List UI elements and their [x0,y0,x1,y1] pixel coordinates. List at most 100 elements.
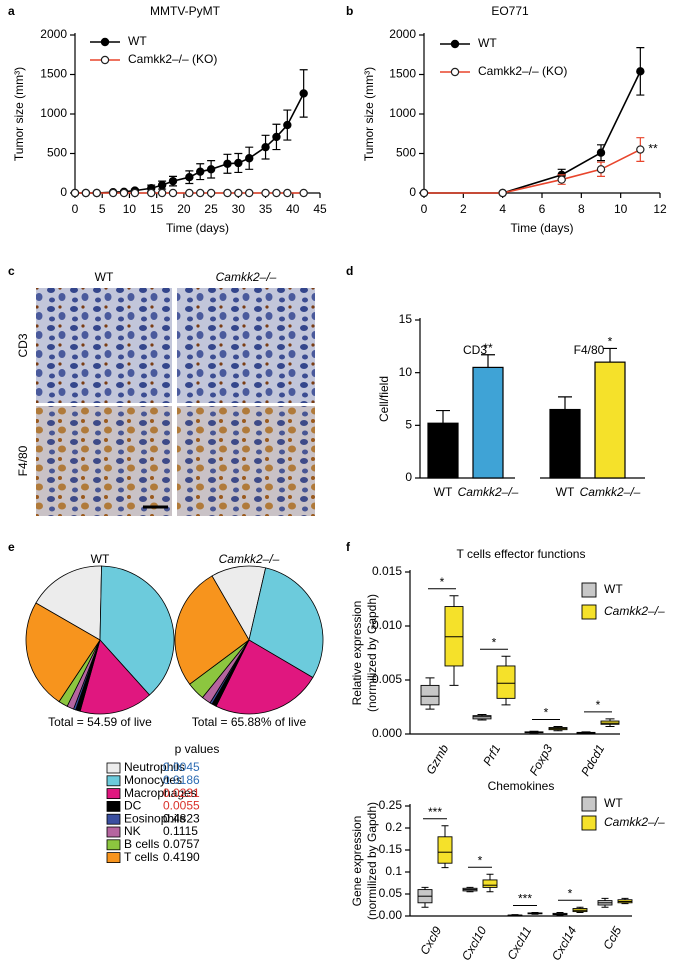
y-axis-label: (normilized by Gapdh) [365,802,379,920]
legend-swatch [581,582,597,598]
column-label: Camkk2–/– [216,270,277,284]
box [420,684,440,706]
panel-label: f [346,540,351,554]
pie-slice [35,565,102,641]
box [600,720,620,725]
y-tick-label: 10 [399,365,413,379]
legend-swatch [106,801,121,812]
y-tick-label: 15 [399,312,413,326]
x-tick-label: 25 [204,202,218,216]
y-axis-label: Tumor size (mm³) [12,67,26,161]
significance: * [492,635,497,649]
y-tick-label: 0.005 [372,672,402,686]
p-value: 0.0055 [163,799,200,813]
marker [70,188,80,198]
legend-label: WT [478,36,497,50]
pie-slice [174,575,250,685]
y-tick-label: 0.25 [379,798,403,812]
legend-label: Eosinophils [124,811,185,825]
marker [168,188,178,198]
chart-title: Chemokines [488,779,555,793]
group-label: F4/80 [574,343,605,357]
legend-label: Camkk2–/– (KO) [478,64,567,78]
legend-label: Monocytes [124,773,182,787]
x-tick-label: 10 [123,202,137,216]
x-tick-label: 12 [653,202,667,216]
y-tick-label: 0.015 [372,564,402,578]
marker [283,188,292,198]
x-tick-label: 30 [232,202,246,216]
p-value: 0.1115 [163,824,198,838]
legend-label: WT [604,582,623,596]
x-axis-label: Time (days) [166,221,229,235]
box [472,715,492,720]
y-tick-label: 0.1 [385,864,402,878]
marker [636,145,645,154]
marker [272,132,281,142]
y-axis-label: (normilized by Gapdh) [365,594,379,712]
x-tick-label: WT [556,485,575,499]
marker [245,188,254,198]
chart-title: EO771 [491,4,529,18]
y-tick-label: 0.2 [385,820,402,834]
pie-total: Total = 54.59 of live [48,715,152,729]
x-tick-label: 0 [72,202,79,216]
pie-slice [248,567,324,679]
x-tick-label: Cxcl11 [504,924,534,962]
marker [557,175,566,184]
micrograph-image [36,406,172,516]
error-bar [436,409,450,424]
x-tick-label: Foxp3 [527,742,556,778]
marker [157,188,167,198]
x-tick-label: Prf1 [480,742,503,768]
x-tick-label: 2 [460,202,467,216]
x-tick-label: 35 [259,202,273,216]
y-axis-label: Cell/field [377,376,391,422]
y-tick-label: 0 [60,185,67,199]
significance: * [440,575,445,589]
chart-title: T cells effector functions [457,547,586,561]
error-bar [558,396,572,410]
x-tick-label: Camkk2–/– [580,485,641,499]
legend-swatch [106,826,121,838]
x-tick-label: WT [434,485,453,499]
p-value: 0.0186 [163,773,200,787]
y-tick-label: 0.000 [372,726,402,740]
marker [196,167,205,176]
x-tick-label: Gzmb [423,742,451,777]
p-value: 0.0757 [163,837,200,851]
chart-title: MMTV-PyMT [150,4,221,18]
legend-label: WT [604,796,623,810]
x-tick-label: 20 [177,202,191,216]
y-tick-label: 0.15 [379,842,403,856]
y-tick-label: 0.05 [379,886,403,900]
p-value: 0.4823 [163,811,200,825]
marker [245,154,254,163]
p-value: 0.4190 [163,850,200,864]
series-line [424,70,642,194]
bar [594,361,626,479]
legend-label: B cells [124,837,159,851]
marker [299,188,308,198]
p-values-title: p values [175,742,220,756]
row-label: F4/80 [16,445,30,476]
marker [596,165,606,174]
marker [498,188,507,198]
legend-swatch [581,815,597,831]
marker [234,158,243,168]
pie-title: WT [91,552,110,566]
legend-marker [100,55,110,65]
legend-label: Camkk2–/– (KO) [128,52,217,66]
marker [108,188,118,198]
x-tick-label: 8 [578,202,585,216]
y-tick-label: 2000 [389,27,416,41]
legend-swatch [106,852,121,863]
annotation: ** [648,142,658,156]
y-tick-label: 5 [405,418,412,432]
significance: * [568,886,573,900]
marker [168,176,178,186]
y-tick-label: 0 [409,185,416,199]
marker [636,67,645,76]
group-label: CD3 [463,343,487,357]
